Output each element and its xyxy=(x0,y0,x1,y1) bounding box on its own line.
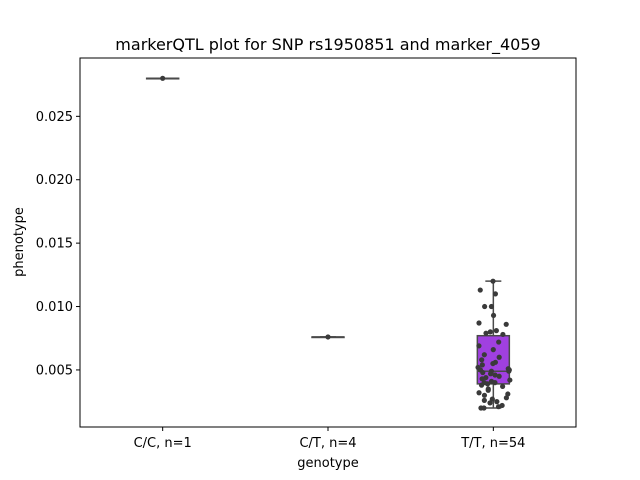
data-point xyxy=(476,343,482,349)
data-point xyxy=(477,287,483,293)
plot-area xyxy=(145,75,513,411)
data-point xyxy=(490,278,496,284)
data-point xyxy=(481,397,487,403)
data-point xyxy=(487,400,493,406)
data-point xyxy=(490,347,496,353)
x-tick-label: T/T, n=54 xyxy=(460,436,525,451)
y-tick-label: 0.015 xyxy=(36,237,73,252)
data-point xyxy=(480,369,486,376)
data-point xyxy=(483,330,489,336)
data-point xyxy=(160,75,166,81)
data-point xyxy=(484,381,491,387)
data-point xyxy=(488,303,495,310)
data-point xyxy=(500,331,506,338)
data-point xyxy=(492,291,499,297)
data-point xyxy=(487,329,493,335)
y-tick-label: 0.025 xyxy=(36,110,73,125)
data-point xyxy=(490,360,496,367)
data-point xyxy=(485,387,491,393)
data-point xyxy=(492,380,498,386)
data-point xyxy=(489,396,495,402)
data-point xyxy=(494,399,500,405)
data-point xyxy=(476,390,482,396)
data-point xyxy=(479,376,485,382)
data-point xyxy=(479,362,485,368)
data-point xyxy=(478,382,485,388)
data-point xyxy=(476,320,482,326)
data-point xyxy=(507,377,513,383)
data-point xyxy=(503,321,509,327)
data-point xyxy=(325,334,331,340)
data-point xyxy=(506,368,512,374)
data-point xyxy=(482,303,488,310)
data-point xyxy=(481,405,487,411)
y-axis-label: phenotype xyxy=(12,207,27,277)
y-tick-label: 0.005 xyxy=(36,363,73,378)
y-tick-label: 0.010 xyxy=(36,300,73,315)
data-point xyxy=(481,392,488,398)
data-point xyxy=(481,352,487,358)
data-point xyxy=(479,357,485,363)
data-point xyxy=(500,383,506,390)
data-point xyxy=(492,372,498,378)
x-tick-label: C/C, n=1 xyxy=(134,436,192,451)
data-point xyxy=(490,312,497,319)
data-point xyxy=(496,373,502,379)
data-point xyxy=(496,354,502,360)
data-point xyxy=(503,395,509,401)
data-point xyxy=(496,339,502,345)
data-point xyxy=(493,328,499,334)
axes: 0.005 0.010 0.015 0.020 0.025 C/C, n=1 C/T, n=… xyxy=(36,110,526,451)
data-point xyxy=(495,404,502,410)
chart-title: markerQTL plot for SNP rs1950851 and mar… xyxy=(115,35,540,55)
data-point xyxy=(487,371,494,377)
x-axis-label: genotype xyxy=(297,456,358,471)
y-tick-label: 0.020 xyxy=(36,173,73,188)
x-tick-label: C/T, n=4 xyxy=(299,436,356,451)
